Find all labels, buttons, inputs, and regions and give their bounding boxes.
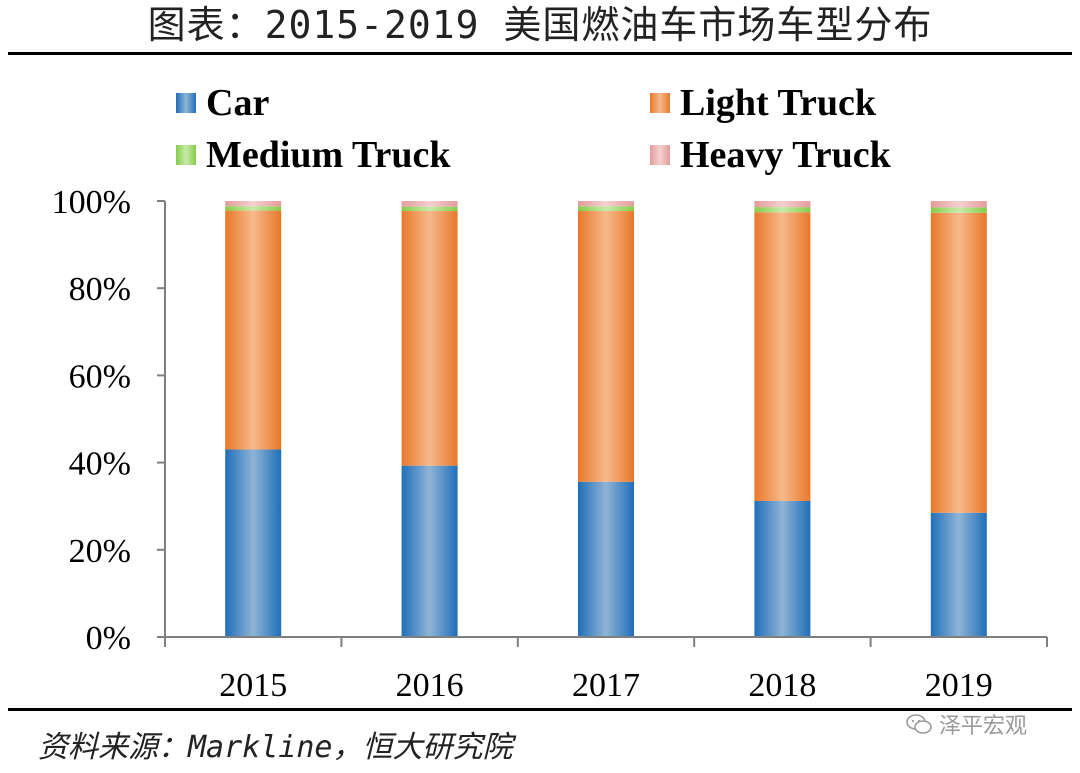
legend-label-1: Light Truck — [680, 82, 877, 124]
x-tick-label: 2017 — [572, 667, 640, 700]
bar-segment-light-truck-2016 — [401, 211, 458, 466]
bar-segment-light-truck-2015 — [225, 210, 282, 450]
bar-segment-car-2017 — [578, 481, 634, 637]
bar-segment-heavy-truck-2016 — [401, 201, 458, 207]
legend-label-2: Medium Truck — [206, 134, 451, 176]
bottom-divider — [8, 708, 1072, 711]
wechat-icon — [906, 714, 932, 734]
bar-segment-heavy-truck-2017 — [578, 201, 634, 207]
page-title: 图表：2015-2019 美国燃油车市场车型分布 — [147, 3, 933, 47]
bar-segment-car-2016 — [401, 465, 458, 637]
bar-segment-heavy-truck-2019 — [930, 201, 987, 208]
top-divider — [8, 52, 1072, 55]
x-axis: 2015 2016 2017 2018 2019 — [164, 636, 1048, 700]
y-tick-label: 20% — [69, 533, 131, 570]
bar-segment-light-truck-2018 — [754, 212, 811, 501]
bar-segment-medium-truck-2019 — [930, 207, 987, 213]
watermark-text: 泽平宏观 — [939, 714, 1028, 739]
bar-segment-car-2015 — [225, 449, 282, 637]
bar-segment-light-truck-2017 — [578, 211, 634, 482]
bar-segment-medium-truck-2015 — [225, 206, 282, 211]
watermark: 泽平宏观 — [905, 706, 1027, 742]
x-tick-label: 2016 — [396, 667, 464, 700]
stacked-bar-chart: Car Light Truck Medium Truck Heavy Truck 0%… — [52, 82, 1048, 700]
bar-group — [225, 201, 987, 637]
bar-segment-car-2019 — [930, 512, 987, 637]
bar-segment-medium-truck-2017 — [578, 206, 634, 212]
legend-swatch-1 — [650, 93, 670, 113]
y-axis: 0% 20% 40% 60% 80% 100% — [52, 184, 166, 657]
y-tick-label: 60% — [69, 358, 131, 395]
x-tick-label: 2018 — [748, 667, 816, 700]
legend-swatch-2 — [176, 145, 196, 165]
source-note: 资料来源：Markline，恒大研究院 — [38, 730, 513, 765]
bar-segment-light-truck-2019 — [930, 212, 987, 513]
y-tick-label: 100% — [52, 184, 131, 221]
bar-segment-medium-truck-2016 — [401, 206, 458, 212]
bar-segment-car-2018 — [754, 500, 811, 637]
bar-segment-heavy-truck-2015 — [225, 201, 282, 207]
y-tick-label: 80% — [69, 271, 131, 308]
x-tick-label: 2019 — [925, 667, 993, 700]
y-tick-label: 0% — [86, 620, 131, 657]
legend-swatch-3 — [650, 145, 670, 165]
legend-label-0: Car — [206, 82, 269, 124]
bar-segment-heavy-truck-2018 — [754, 201, 811, 208]
bar-segment-medium-truck-2018 — [754, 207, 811, 213]
legend-label-3: Heavy Truck — [680, 134, 892, 176]
legend-swatch-0 — [176, 93, 196, 113]
chart-legend: Car Light Truck Medium Truck Heavy Truck — [176, 82, 892, 176]
x-tick-label: 2015 — [219, 667, 287, 700]
y-tick-label: 40% — [69, 446, 131, 483]
